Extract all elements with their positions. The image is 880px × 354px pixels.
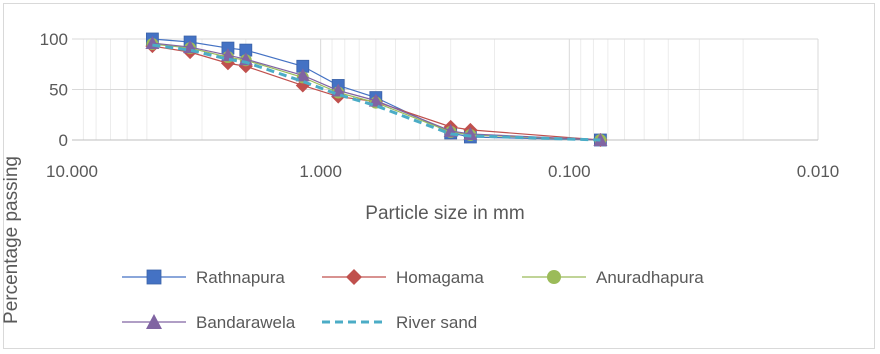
legend-marker	[547, 270, 561, 284]
legend-item-anuradhapura: Anuradhapura	[522, 268, 704, 287]
legend-item-homagama: Homagama	[322, 268, 484, 287]
x-tick-label: 10.000	[46, 162, 98, 181]
x-axis-title: Particle size in mm	[365, 203, 524, 224]
legend-marker	[146, 314, 162, 329]
legend-label: Anuradhapura	[596, 268, 704, 287]
legend-label: Bandarawela	[196, 313, 296, 332]
series-layer	[145, 32, 608, 147]
x-tick-label: 0.010	[797, 162, 840, 181]
x-tick-label: 1.000	[299, 162, 342, 181]
y-tick-label: 0	[59, 131, 68, 150]
y-tick-label: 100	[40, 30, 68, 49]
legend-label: Homagama	[396, 268, 484, 287]
legend-item-river-sand: River sand	[322, 313, 477, 332]
tick-labels: 0 50 100 10.000 1.000 0.100 0.010	[40, 30, 840, 181]
legend-item-bandarawela: Bandarawela	[122, 313, 296, 332]
series-line-homagama	[152, 45, 601, 141]
chart-frame	[3, 3, 875, 349]
y-tick-label: 50	[49, 81, 68, 100]
legend-marker	[346, 269, 362, 285]
series-river-sand	[152, 43, 601, 142]
series-line-anuradhapura	[152, 43, 601, 141]
data-point-bandarawela	[220, 48, 235, 62]
series-line-river-sand	[152, 43, 601, 142]
series-bandarawela	[145, 36, 608, 146]
legend: Rathnapura Homagama Anuradhapura Bandarawel…	[122, 268, 704, 332]
legend-label: Rathnapura	[196, 268, 285, 287]
legend-label: River sand	[396, 313, 477, 332]
legend-item-rathnapura: Rathnapura	[122, 268, 285, 287]
series-line-rathnapura	[152, 38, 601, 141]
series-line-bandarawela	[152, 42, 601, 141]
x-tick-label: 0.100	[548, 162, 591, 181]
legend-marker	[146, 269, 162, 285]
y-axis-title: Percentage passing	[1, 156, 22, 324]
data-point-bandarawela	[295, 68, 310, 82]
